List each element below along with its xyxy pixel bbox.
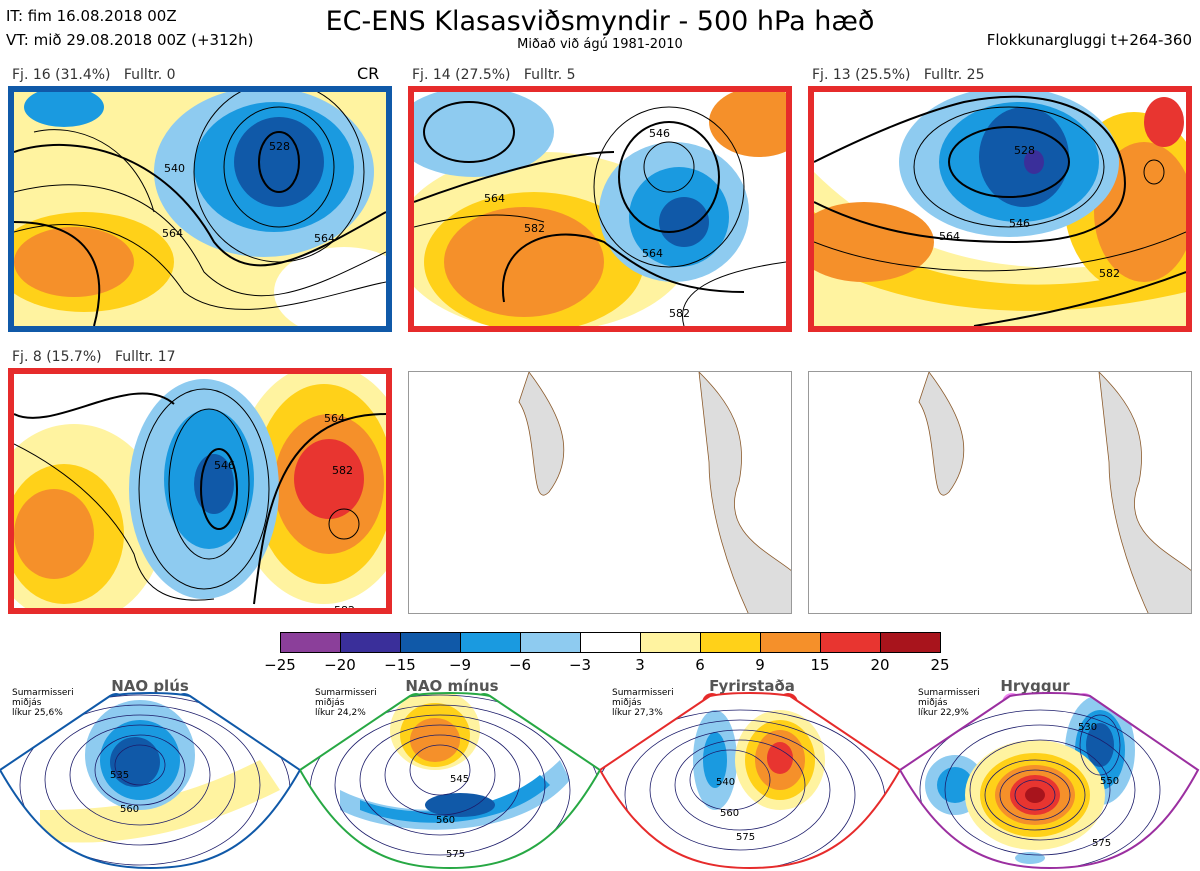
- contour-label: 564: [162, 227, 183, 240]
- contour-label: 582: [1099, 267, 1120, 280]
- contour-label: 528: [269, 140, 290, 153]
- cluster-3-label: Fj. 13 (25.5%) Fulltr. 25: [812, 67, 985, 83]
- contour-label: 575: [736, 832, 755, 843]
- valid-time: VT: mið 29.08.2018 00Z (+312h): [6, 31, 254, 49]
- regime-1-map: 535 560: [0, 692, 302, 870]
- regime-2-title: NAO mínus: [405, 677, 499, 695]
- contour-label: 582: [249, 324, 270, 326]
- regime-4-map: 530 550 575: [900, 692, 1200, 870]
- colorbar-label: −9: [448, 656, 472, 674]
- initial-time: IT: fim 16.08.2018 00Z: [6, 7, 177, 25]
- cluster-2-label: Fj. 14 (27.5%) Fulltr. 5: [412, 67, 576, 83]
- colorbar-label: 9: [755, 656, 765, 674]
- colorbar-cell: [640, 632, 701, 653]
- colorbar-label: −25: [264, 656, 296, 674]
- colorbar-label: 3: [635, 656, 645, 674]
- contour-label: 540: [716, 777, 735, 788]
- regime-3-desc: Sumarmisseri miðjás líkur 27,3%: [612, 688, 674, 718]
- contour-label: 575: [446, 849, 465, 860]
- colorbar-cell: [400, 632, 461, 653]
- cluster-2-map: 546 564 564 582 582: [408, 86, 792, 332]
- colorbar-label: −3: [568, 656, 592, 674]
- colorbar-label: −20: [324, 656, 356, 674]
- contour-label: 546: [214, 459, 235, 472]
- colorbar-cell: [820, 632, 881, 653]
- colorbar-cell: [760, 632, 821, 653]
- regime-3-title: Fyrirstaða: [709, 677, 795, 695]
- contour-label: 528: [1014, 144, 1035, 157]
- colorbar-cell: [340, 632, 401, 653]
- contour-label: 546: [649, 127, 670, 140]
- page-title: EC-ENS Klasasviðsmyndir - 500 hPa hæð: [325, 6, 875, 37]
- empty-map-2: [808, 371, 1192, 614]
- regime-2-desc: Sumarmisseri miðjás líkur 24,2%: [315, 688, 377, 718]
- colorbar-label: 25: [930, 656, 950, 674]
- contour-label: 564: [484, 192, 505, 205]
- contour-label: 550: [1100, 776, 1119, 787]
- contour-label: 546: [1009, 217, 1030, 230]
- colorbar-label: −6: [508, 656, 532, 674]
- colorbar-cell: [580, 632, 641, 653]
- cluster-4-map: 546 564 582 582: [8, 368, 392, 614]
- colorbar-label: 20: [870, 656, 890, 674]
- contour-label: 575: [1092, 838, 1111, 849]
- cluster-1-label: Fj. 16 (31.4%) Fulltr. 0: [12, 67, 176, 83]
- colorbar-label: −15: [384, 656, 416, 674]
- clustering-window: Flokkunargluggi t+264-360: [986, 31, 1192, 49]
- regime-2-map: 545 560 575: [300, 692, 602, 870]
- contour-label: 560: [120, 804, 139, 815]
- cluster-1-map: 528 540 564 564 582: [8, 86, 392, 332]
- page-subtitle: Miðað við ágú 1981-2010: [517, 37, 683, 52]
- contour-label: 582: [334, 604, 355, 608]
- contour-label: 530: [1078, 722, 1097, 733]
- contour-label: 582: [332, 464, 353, 477]
- regime-4-title: Hryggur: [1000, 677, 1070, 695]
- empty-map-1: [408, 371, 792, 614]
- contour-label: 560: [436, 815, 455, 826]
- contour-label: 582: [524, 222, 545, 235]
- regime-1-title: NAO plús: [111, 677, 189, 695]
- regime-3-map: 540 560 575: [600, 692, 902, 870]
- cluster-4-label: Fj. 8 (15.7%) Fulltr. 17: [12, 349, 176, 365]
- colorbar-cell: [280, 632, 341, 653]
- colorbar-cell: [520, 632, 581, 653]
- contour-label: 564: [939, 230, 960, 243]
- contour-label: 540: [164, 162, 185, 175]
- regime-4-desc: Sumarmisseri miðjás líkur 22,9%: [918, 688, 980, 718]
- cluster-3-map: 528 546 564 582: [808, 86, 1192, 332]
- colorbar-cell: [460, 632, 521, 653]
- contour-label: 564: [314, 232, 335, 245]
- colorbar-label: 15: [810, 656, 830, 674]
- cluster-1-tag: CR: [357, 64, 380, 83]
- regime-1-desc: Sumarmisseri miðjás líkur 25,6%: [12, 688, 74, 718]
- contour-label: 564: [642, 247, 663, 260]
- colorbar-cell: [700, 632, 761, 653]
- contour-label: 582: [669, 307, 690, 320]
- colorbar-cell: [880, 632, 941, 653]
- contour-label: 564: [324, 412, 345, 425]
- contour-label: 545: [450, 774, 469, 785]
- contour-label: 535: [110, 770, 129, 781]
- colorbar-label: 6: [695, 656, 705, 674]
- contour-label: 560: [720, 808, 739, 819]
